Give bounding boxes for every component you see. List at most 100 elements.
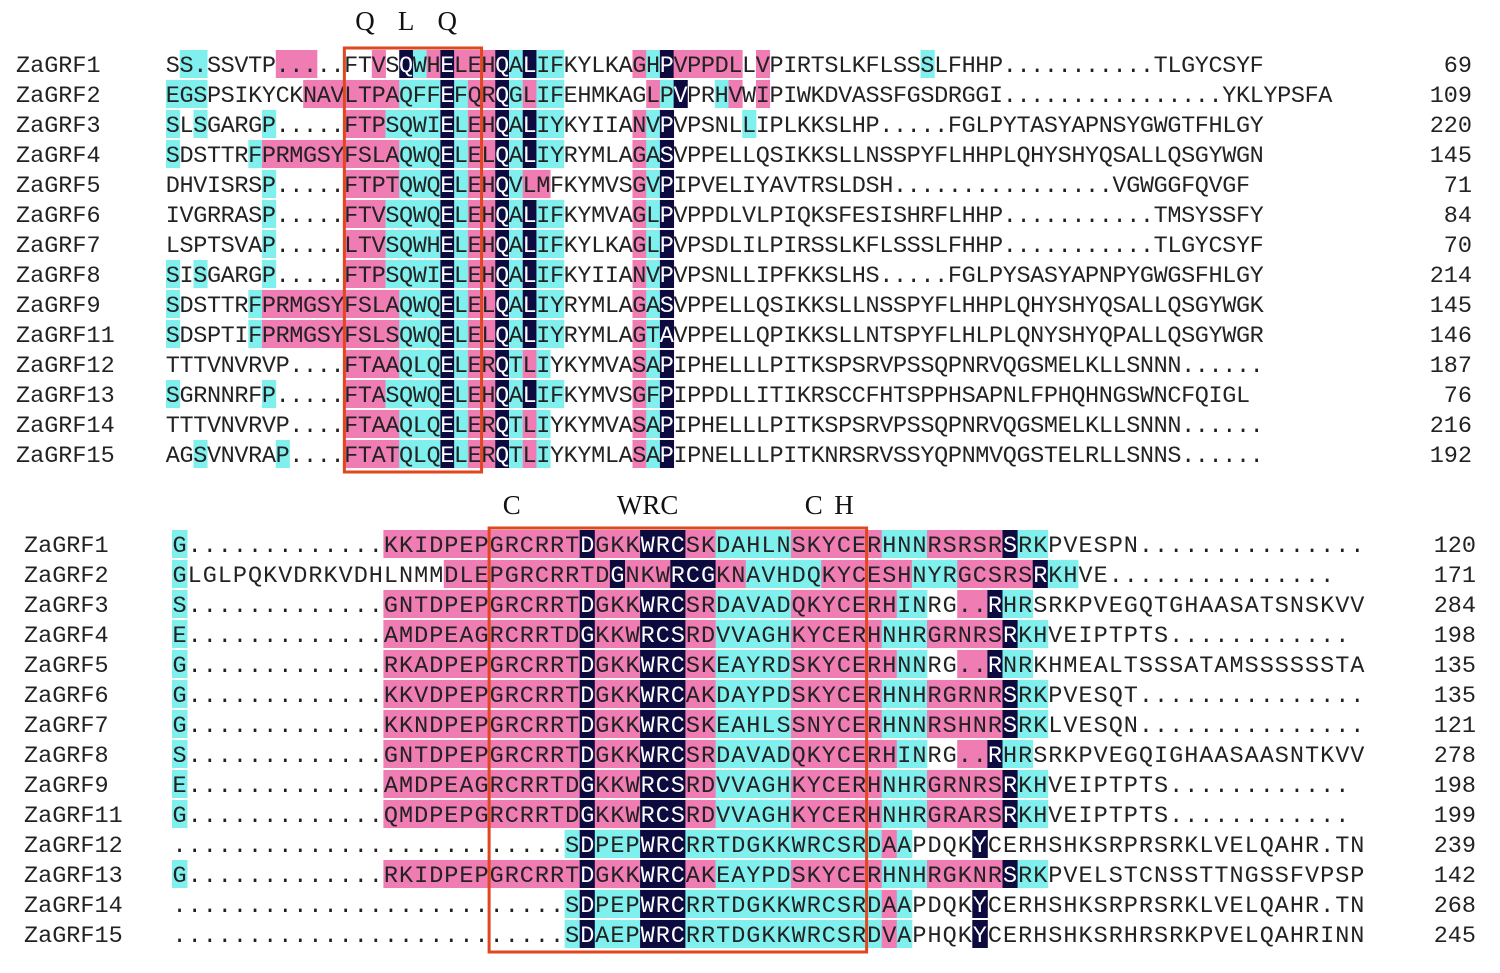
residue: T <box>1139 803 1153 830</box>
residue: H <box>1184 743 1198 770</box>
residue: R <box>867 533 881 560</box>
residue: L <box>454 353 468 380</box>
residue: M <box>536 173 550 200</box>
residue: P <box>769 323 783 350</box>
residue: V <box>756 53 770 80</box>
residue: N <box>882 773 896 800</box>
residue: K <box>384 713 399 740</box>
residue: A <box>731 593 746 620</box>
residue: . <box>1214 713 1228 740</box>
residue: S <box>1094 713 1108 740</box>
residue: . <box>1245 623 1259 650</box>
residue: P <box>1350 863 1364 890</box>
residue: . <box>248 683 262 710</box>
residue: G <box>962 263 976 290</box>
residue: . <box>323 803 337 830</box>
residue: T <box>1109 773 1123 800</box>
residue: . <box>369 743 383 770</box>
residue: S <box>248 203 262 230</box>
residue: . <box>989 173 1003 200</box>
residue: G <box>1236 293 1250 320</box>
residue: N <box>207 383 221 410</box>
residue: W <box>625 803 640 830</box>
residue: L <box>646 203 660 230</box>
residue: I <box>783 323 797 350</box>
residue: N <box>776 533 790 560</box>
residue: R <box>535 803 549 830</box>
residue: L <box>454 173 468 200</box>
sequence-name: ZaGRF11 <box>24 803 123 830</box>
residue: L <box>1016 383 1030 410</box>
residue: T <box>565 863 579 890</box>
residue: A <box>1275 893 1290 920</box>
residue: P <box>769 203 783 230</box>
residue: . <box>354 743 368 770</box>
residue: . <box>188 533 202 560</box>
residue: R <box>701 743 715 770</box>
residue: . <box>276 233 290 260</box>
residue: A <box>731 743 746 770</box>
residue: L <box>1071 413 1085 440</box>
residue: . <box>276 263 290 290</box>
residue: D <box>429 743 443 770</box>
residue: S <box>1044 113 1058 140</box>
residue: I <box>742 173 756 200</box>
residue: S <box>1058 143 1072 170</box>
residue: . <box>233 683 247 710</box>
residue: K <box>610 863 625 890</box>
residue: D <box>716 593 730 620</box>
residue: R <box>505 533 519 560</box>
residue: L <box>742 263 756 290</box>
residue: L <box>742 53 756 80</box>
residue: D <box>715 383 729 410</box>
residue: N <box>625 563 639 590</box>
residue: Q <box>384 803 398 830</box>
residue: D <box>934 83 948 110</box>
residue: . <box>1154 683 1168 710</box>
residue: R <box>234 263 248 290</box>
residue: S <box>632 443 646 470</box>
residue: I <box>783 143 797 170</box>
residue: . <box>1260 713 1274 740</box>
residue: P <box>372 113 386 140</box>
residue: F <box>1236 203 1250 230</box>
residue: . <box>414 833 428 860</box>
residue: K <box>323 563 338 590</box>
residue-shade <box>454 80 469 108</box>
residue: Q <box>399 113 413 140</box>
residue: . <box>1290 563 1304 590</box>
residue: T <box>166 413 180 440</box>
residue: E <box>440 203 454 230</box>
residue: N <box>1290 743 1304 770</box>
residue: . <box>1320 773 1334 800</box>
residue: . <box>1199 623 1213 650</box>
residue: H <box>975 233 989 260</box>
residue: T <box>221 293 235 320</box>
residue: L <box>1109 653 1123 680</box>
residue: . <box>1199 713 1213 740</box>
residue: R <box>308 563 322 590</box>
residue: Q <box>495 113 509 140</box>
residue: P <box>989 383 1003 410</box>
residue: S <box>221 233 235 260</box>
residue: T <box>358 263 372 290</box>
residue: R <box>1003 773 1017 800</box>
residue: R <box>686 803 700 830</box>
residue: . <box>1275 773 1289 800</box>
residue: E <box>440 353 454 380</box>
residue: . <box>233 923 247 950</box>
residue: L <box>1140 323 1154 350</box>
residue: R <box>1250 323 1264 350</box>
residue: S <box>686 593 700 620</box>
residue: K <box>701 533 716 560</box>
residue: T <box>550 623 564 650</box>
residue: . <box>233 593 247 620</box>
residue: R <box>866 353 880 380</box>
residue: S <box>172 593 186 620</box>
residue: G <box>505 563 519 590</box>
residue: G <box>962 83 976 110</box>
residue: G <box>1167 113 1181 140</box>
residue: R <box>656 893 670 920</box>
residue: E <box>459 533 473 560</box>
